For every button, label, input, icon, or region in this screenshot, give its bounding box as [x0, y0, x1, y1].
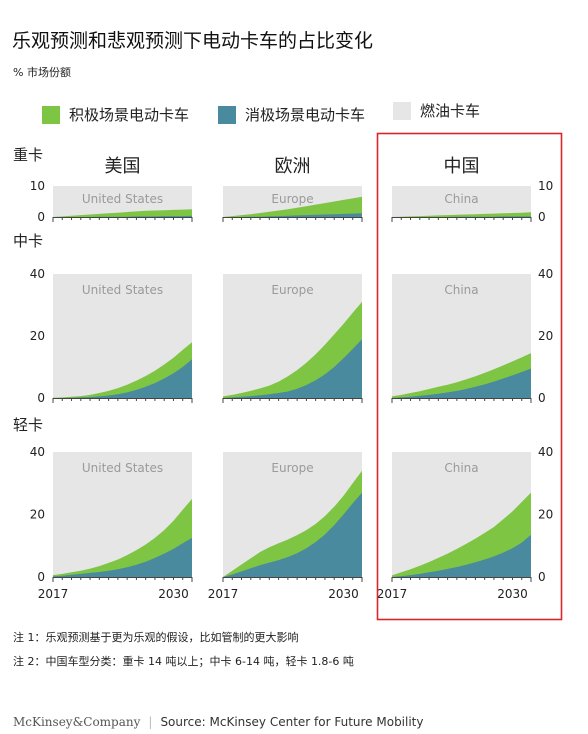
- y-tick-label-right: 0: [538, 210, 546, 224]
- y-tick-label-right: 0: [538, 391, 546, 405]
- region-header: 欧洲: [275, 156, 311, 177]
- panel-watermark: United States: [82, 461, 163, 475]
- pessimistic-area: [53, 359, 192, 398]
- pessimistic-area: [392, 216, 531, 217]
- y-tick-label-left: 0: [37, 570, 45, 584]
- legend-label-optimistic: 积极场景电动卡车: [69, 106, 190, 124]
- x-tick-label: 2017: [38, 587, 69, 601]
- panel-watermark: United States: [82, 192, 163, 206]
- pessimistic-area: [223, 213, 362, 217]
- y-tick-label-left: 20: [30, 508, 45, 522]
- pessimistic-area: [53, 215, 192, 217]
- brand-logo: McKinsey&Company: [13, 715, 141, 729]
- legend-item-fuel: 燃油卡车: [393, 100, 480, 121]
- pessimistic-area: [223, 339, 362, 398]
- x-tick-label: 2030: [328, 587, 359, 601]
- optimistic-area: [223, 196, 362, 217]
- row-label: 重卡: [13, 146, 43, 164]
- panel-watermark: Europe: [271, 461, 313, 475]
- x-tick-label: 2030: [497, 587, 528, 601]
- y-tick-label-right: 0: [538, 570, 546, 584]
- row-label: 中卡: [13, 232, 43, 250]
- chart-title: 乐观预测和悲观预测下电动卡车的占比变化: [12, 30, 374, 52]
- legend-label-pessimistic: 消极场景电动卡车: [245, 106, 366, 124]
- panel-watermark: China: [444, 283, 478, 297]
- optimistic-area: [392, 212, 531, 217]
- region-header: 美国: [105, 156, 141, 177]
- legend-item-pessimistic: 消极场景电动卡车: [218, 104, 365, 125]
- pessimistic-area: [53, 537, 192, 577]
- legend-swatch-pessimistic: [218, 105, 236, 124]
- footer-separator: |: [148, 715, 153, 729]
- pessimistic-area: [392, 368, 531, 398]
- x-tick-label: 2017: [208, 587, 239, 601]
- optimistic-area: [53, 209, 192, 217]
- y-tick-label-left: 0: [37, 210, 45, 224]
- legend-label-fuel: 燃油卡车: [420, 102, 481, 120]
- panel-watermark: China: [444, 192, 478, 206]
- y-tick-label-right: 40: [538, 445, 553, 459]
- row-label: 轻卡: [13, 416, 43, 434]
- y-tick-label-left: 20: [30, 329, 45, 343]
- panel-watermark: Europe: [271, 283, 313, 297]
- pessimistic-area: [392, 534, 531, 577]
- y-tick-label-right: 20: [538, 508, 553, 522]
- footnote-1: 注 1：乐观预测基于更为乐观的假设，比如管制的更大影响: [13, 631, 299, 644]
- footer: McKinsey&Company | Source: McKinsey Center…: [13, 715, 424, 729]
- legend: 积极场景电动卡车 消极场景电动卡车 燃油卡车: [0, 101, 588, 134]
- panel-watermark: China: [444, 461, 478, 475]
- y-tick-label-right: 40: [538, 267, 553, 281]
- legend-swatch-optimistic: [42, 105, 60, 124]
- x-tick-label: 2030: [158, 587, 189, 601]
- chart-subtitle: % 市场份额: [13, 66, 71, 79]
- legend-swatch-fuel: [393, 101, 411, 120]
- x-tick-label: 2017: [377, 587, 408, 601]
- y-tick-label-left: 40: [30, 267, 45, 281]
- y-tick-label-left: 40: [30, 445, 45, 459]
- panel-watermark: United States: [82, 283, 163, 297]
- region-header: 中国: [444, 156, 480, 177]
- y-tick-label-left: 0: [37, 391, 45, 405]
- y-tick-label-left: 10: [30, 179, 45, 193]
- y-tick-label-right: 10: [538, 179, 553, 193]
- legend-item-optimistic: 积极场景电动卡车: [42, 104, 189, 125]
- china-highlight-box: [376, 132, 563, 621]
- source-text: Source: McKinsey Center for Future Mobil…: [160, 715, 424, 729]
- pessimistic-area: [223, 492, 362, 577]
- footnote-2: 注 2：中国车型分类：重卡 14 吨以上；中卡 6-14 吨，轻卡 1.8-6 …: [13, 655, 354, 668]
- panel-background: [392, 186, 531, 217]
- y-tick-label-right: 20: [538, 329, 553, 343]
- panel-watermark: Europe: [271, 192, 313, 206]
